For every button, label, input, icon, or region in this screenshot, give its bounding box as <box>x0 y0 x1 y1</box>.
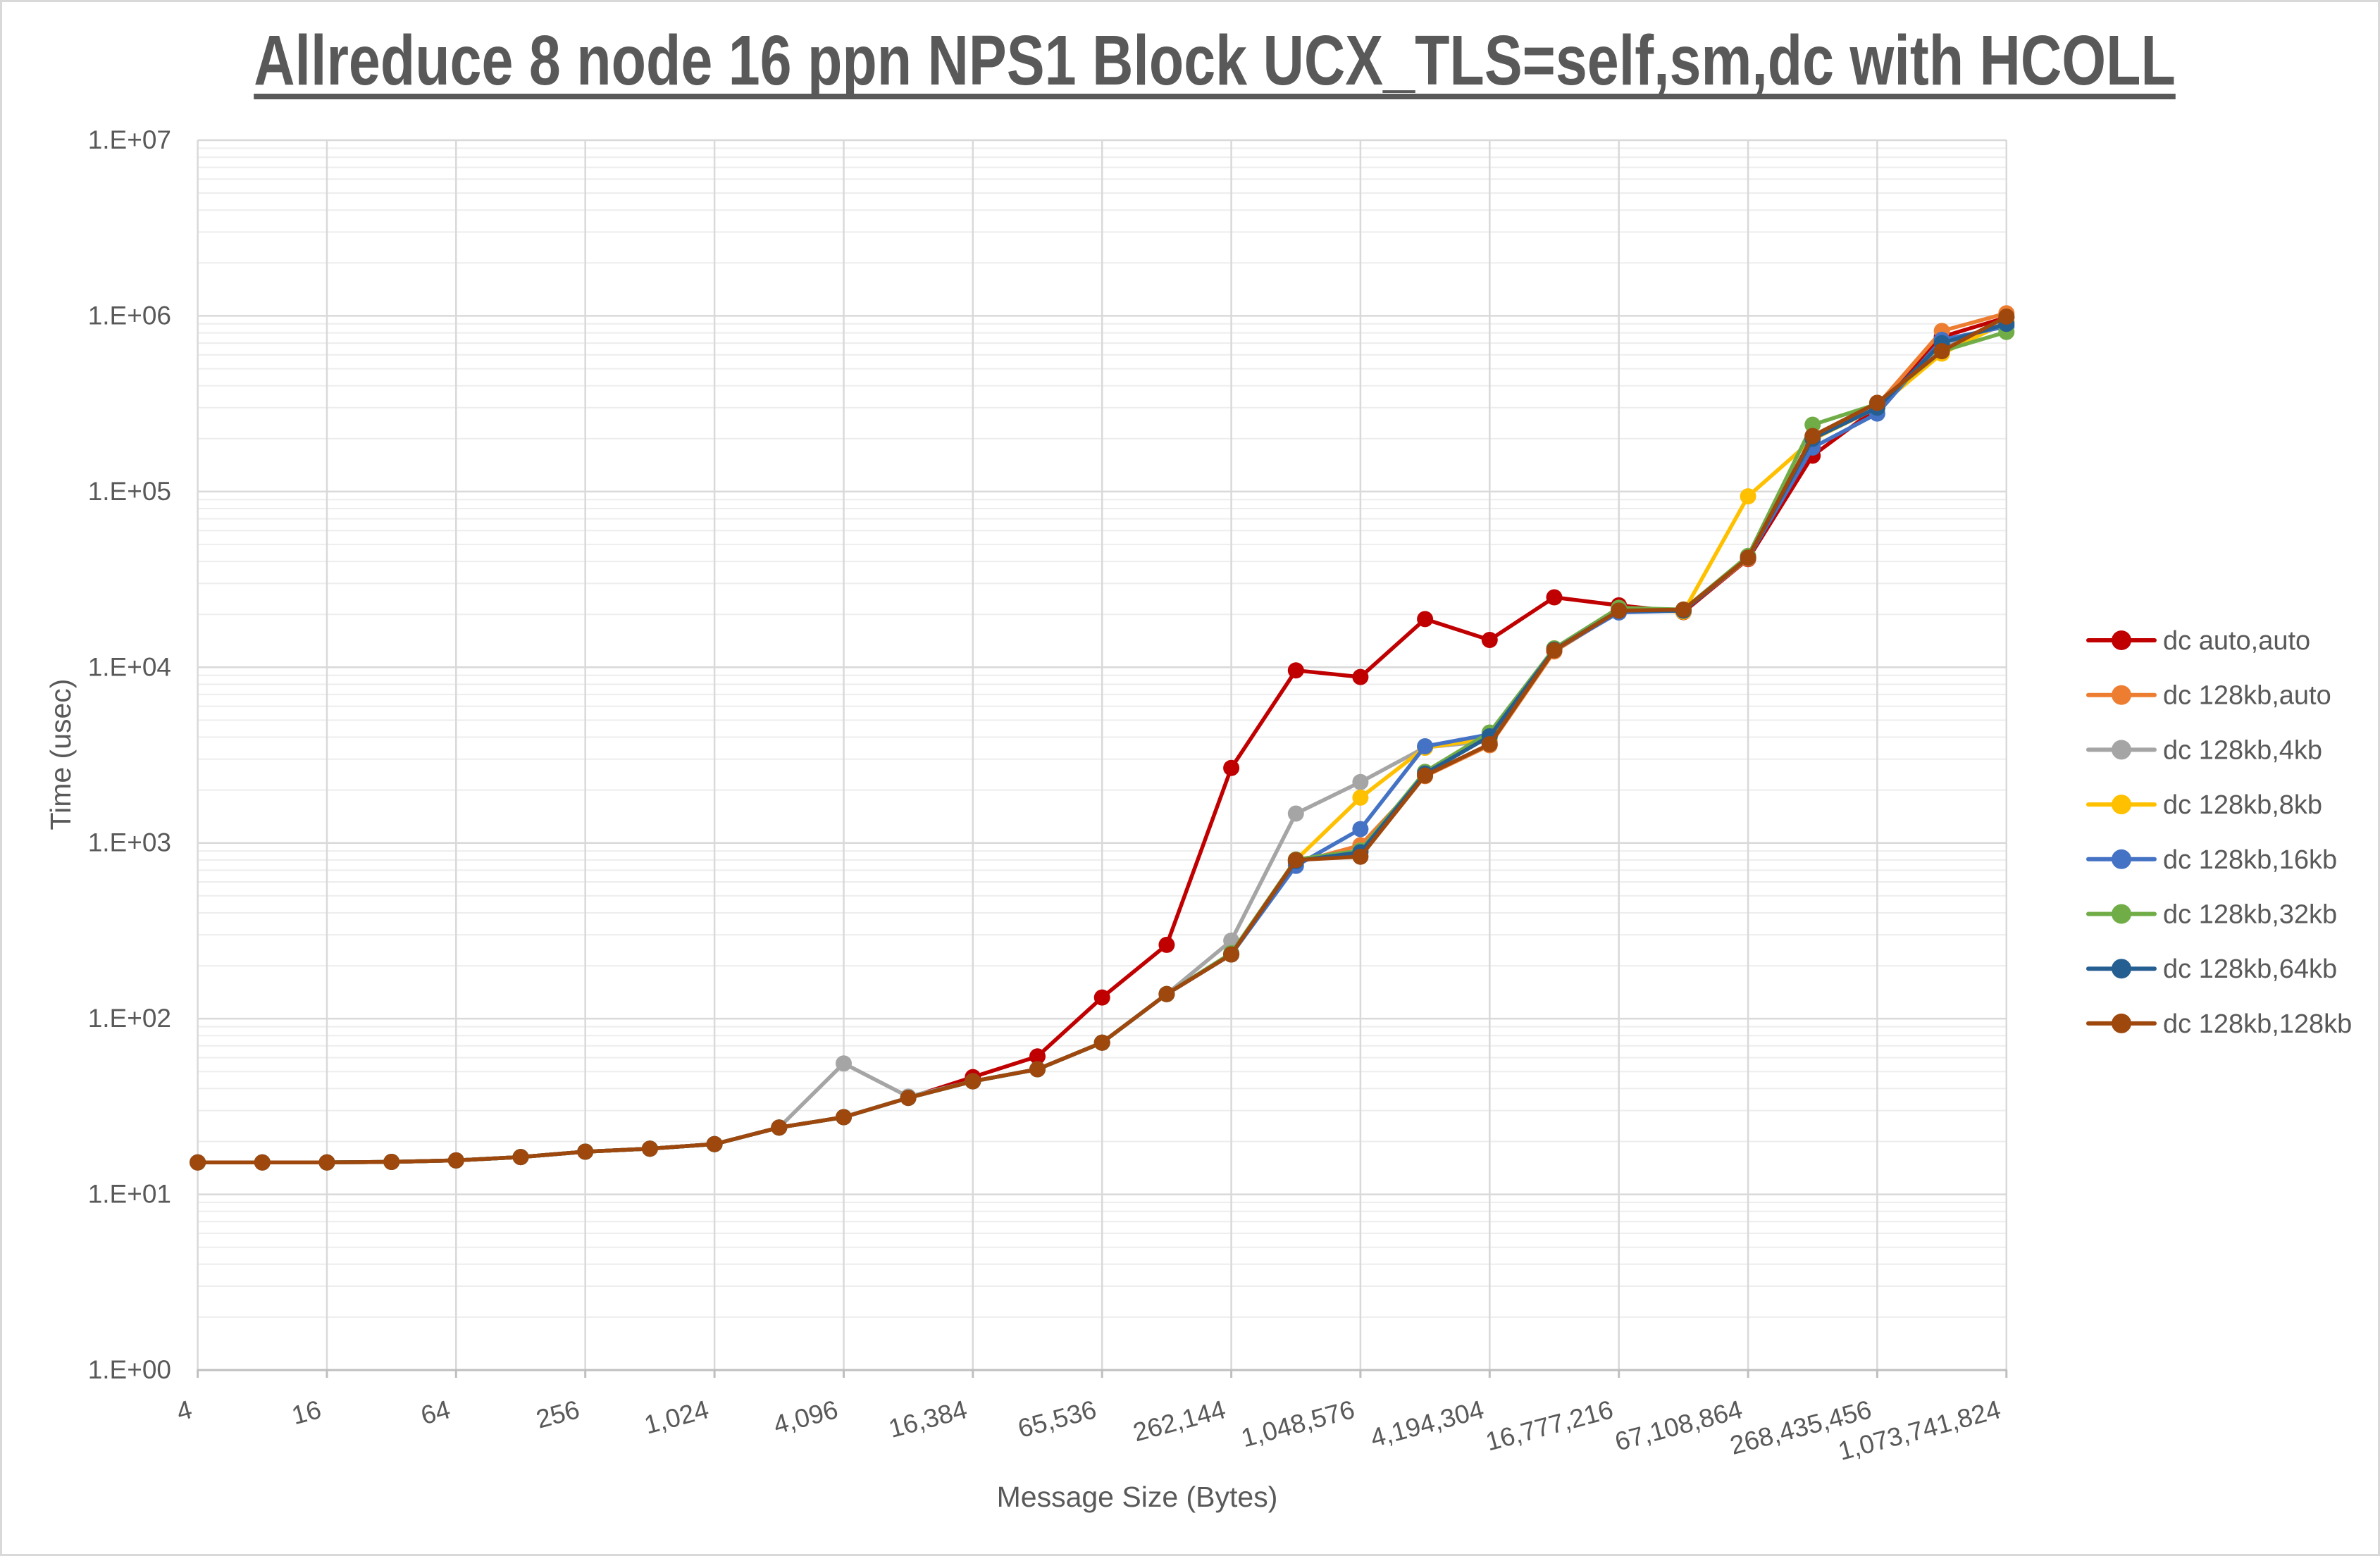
svg-text:dc 128kb,128kb: dc 128kb,128kb <box>2163 1009 2352 1039</box>
svg-text:1.E+01: 1.E+01 <box>88 1180 171 1209</box>
svg-text:1.E+04: 1.E+04 <box>88 652 171 681</box>
svg-text:dc 128kb,8kb: dc 128kb,8kb <box>2163 790 2322 820</box>
svg-text:dc 128kb,16kb: dc 128kb,16kb <box>2163 845 2337 875</box>
svg-text:dc auto,auto: dc auto,auto <box>2163 626 2310 656</box>
svg-text:dc 128kb,auto: dc 128kb,auto <box>2163 681 2331 711</box>
svg-text:1.E+06: 1.E+06 <box>88 301 171 330</box>
svg-text:1.E+07: 1.E+07 <box>88 125 171 154</box>
svg-text:Message Size (Bytes): Message Size (Bytes) <box>997 1481 1278 1513</box>
svg-text:1.E+05: 1.E+05 <box>88 477 171 506</box>
svg-text:dc 128kb,64kb: dc 128kb,64kb <box>2163 954 2337 984</box>
svg-text:dc 128kb,4kb: dc 128kb,4kb <box>2163 735 2322 765</box>
svg-text:1.E+00: 1.E+00 <box>88 1355 171 1384</box>
svg-text:1.E+02: 1.E+02 <box>88 1004 171 1033</box>
svg-text:Time (usec): Time (usec) <box>44 679 77 830</box>
svg-text:dc 128kb,32kb: dc 128kb,32kb <box>2163 900 2337 930</box>
svg-text:1.E+03: 1.E+03 <box>88 828 171 857</box>
